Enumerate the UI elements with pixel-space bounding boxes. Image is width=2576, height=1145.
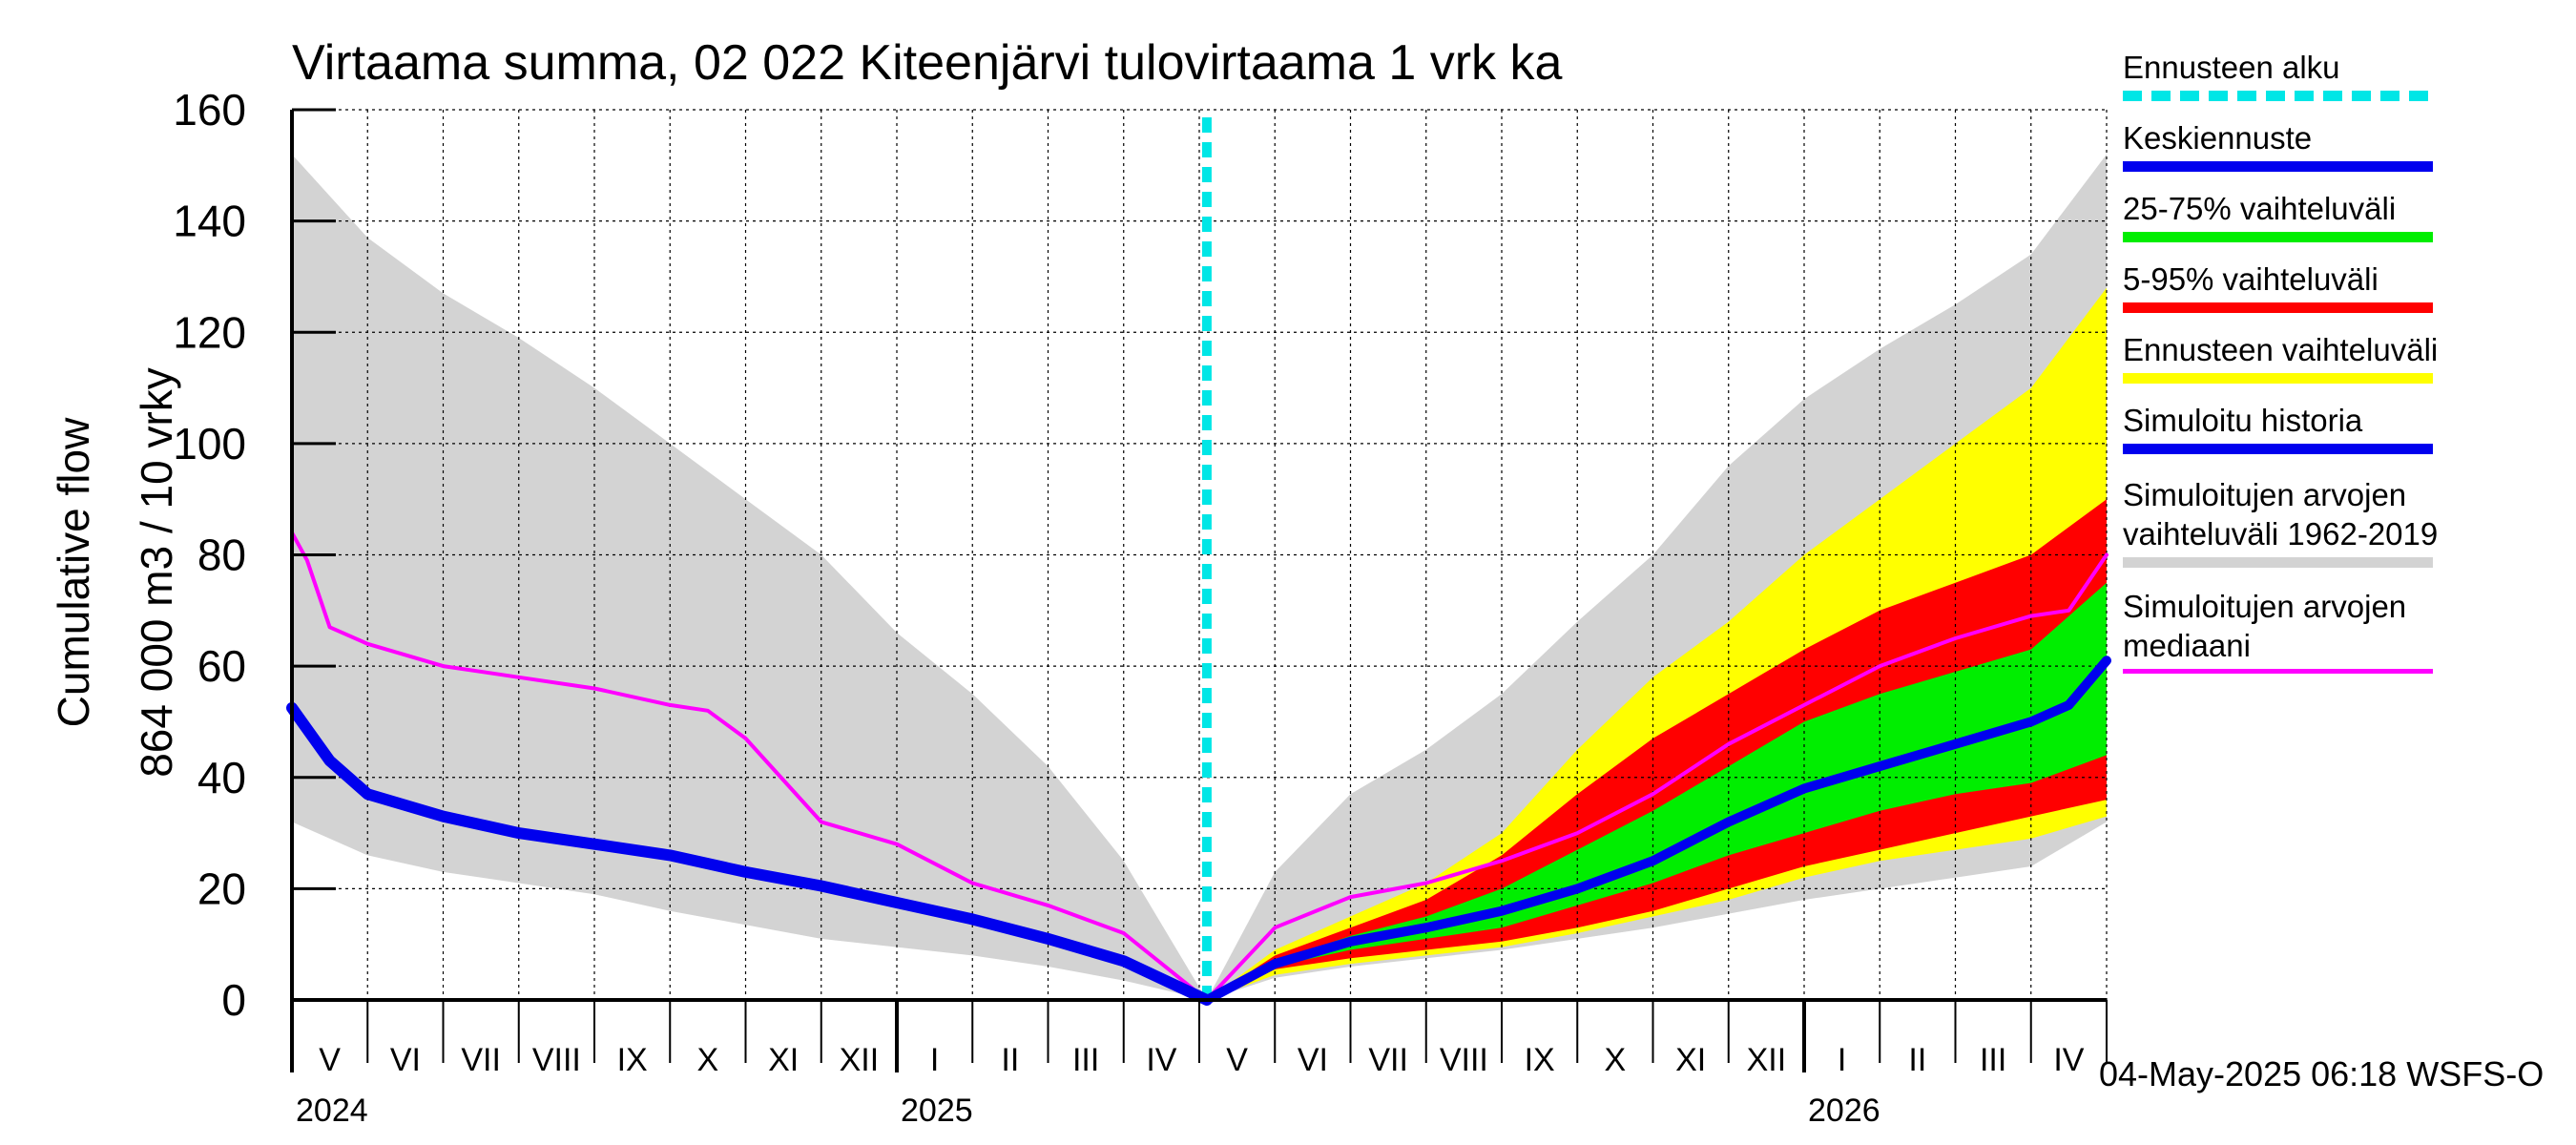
series-keskiennuste (1201, 656, 2111, 1005)
legend-label: Simuloitujen arvojen (2123, 477, 2407, 512)
x-month-label: I (1838, 1042, 1846, 1078)
x-month-label: II (1908, 1042, 1926, 1078)
x-month-label: V (1226, 1042, 1248, 1078)
legend-swatch (2123, 444, 2433, 454)
x-month-label: III (1980, 1042, 2006, 1078)
legend-label: mediaani (2123, 628, 2251, 663)
x-month-label: III (1072, 1042, 1099, 1078)
x-year-label: 2025 (901, 1093, 973, 1129)
y-tick-label: 160 (173, 85, 246, 135)
legend-swatch (2123, 302, 2433, 313)
legend-swatch (2123, 557, 2433, 568)
x-month-label: VII (461, 1042, 501, 1078)
legend-item-sim-range: Simuloitujen arvojen vaihteluväli 1962-20… (2123, 475, 2571, 568)
grid-layer (292, 109, 2108, 1000)
x-month-label: V (319, 1042, 341, 1078)
legend-label: Simuloitujen arvojen (2123, 589, 2407, 624)
x-month-label: I (930, 1042, 939, 1078)
legend-label: 5-95% vaihteluväli (2123, 261, 2379, 297)
x-month-label: VII (1368, 1042, 1408, 1078)
legend-item-keskiennuste: Keskiennuste (2123, 118, 2571, 172)
y-tick-label: 140 (173, 197, 246, 246)
legend-item-sim-median: Simuloitujen arvojen mediaani (2123, 587, 2571, 674)
x-year-label: 2024 (296, 1093, 368, 1129)
legend-label: Simuloitu historia (2123, 403, 2363, 438)
legend-swatch (2123, 161, 2433, 172)
chart-title: Virtaama summa, 02 022 Kiteenjärvi tulov… (292, 35, 1563, 91)
legend-item-ennusteen-vaihteluvali: Ennusteen vaihteluväli (2123, 330, 2571, 384)
legend-label: Keskiennuste (2123, 120, 2313, 156)
legend-swatch (2123, 232, 2433, 242)
x-month-label: IX (1525, 1042, 1555, 1078)
legend-swatch (2123, 669, 2433, 674)
y-tick-label: 40 (197, 753, 246, 802)
legend-label: 25-75% vaihteluväli (2123, 191, 2397, 226)
timestamp-footer: 04-May-2025 06:18 WSFS-O (2099, 1054, 2545, 1093)
y-label-line-1: Cumulative flow (49, 417, 98, 727)
y-tick-label: 100 (173, 419, 246, 468)
y-tick-label: 60 (197, 641, 246, 691)
legend-item-simuloitu-historia: Simuloitu historia (2123, 401, 2571, 454)
legend-label: Ennusteen vaihteluväli (2123, 332, 2439, 367)
x-month-label: VI (390, 1042, 421, 1078)
x-month-label: XI (768, 1042, 799, 1078)
x-month-label: XI (1675, 1042, 1706, 1078)
line-layer (286, 117, 2111, 1006)
y-tick-label: 0 (221, 975, 246, 1025)
legend-swatch (2123, 373, 2433, 384)
y-tick-label: 20 (197, 864, 246, 913)
legend-swatch (2123, 91, 2433, 101)
y-axis-label: Cumulative flow 864 000 m3 / 10 vrky (49, 367, 181, 778)
series-simuloitujen-arvojen-mediaani (290, 531, 2109, 1002)
legend-item-p25-75: 25-75% vaihteluväli (2123, 189, 2571, 242)
y-label-line-2: 864 000 m3 / 10 vrky (132, 367, 181, 778)
x-year-label: 2026 (1808, 1093, 1880, 1129)
band-5-95-vaihteluv-li (1206, 499, 2107, 1000)
x-month-label: X (1605, 1042, 1627, 1078)
legend-item-p5-95: 5-95% vaihteluväli (2123, 260, 2571, 313)
series-simuloitu-historia (286, 701, 1213, 1006)
x-month-label: IX (617, 1042, 648, 1078)
x-month-label: IV (1146, 1042, 1176, 1078)
x-month-label: VI (1298, 1042, 1328, 1078)
x-month-label: VIII (1440, 1042, 1488, 1078)
y-tick-label: 120 (173, 307, 246, 357)
legend-item-ennusteen-alku: Ennusteen alku (2123, 48, 2571, 101)
x-month-label: XII (1747, 1042, 1787, 1078)
legend-label: Ennusteen alku (2123, 50, 2340, 85)
x-month-label: II (1001, 1042, 1019, 1078)
legend-label: vaihteluväli 1962-2019 (2123, 516, 2439, 552)
x-month-label: XII (840, 1042, 880, 1078)
x-month-label: VIII (532, 1042, 581, 1078)
x-month-label: X (697, 1042, 719, 1078)
y-tick-label: 80 (197, 531, 246, 580)
x-month-label: IV (2053, 1042, 2084, 1078)
